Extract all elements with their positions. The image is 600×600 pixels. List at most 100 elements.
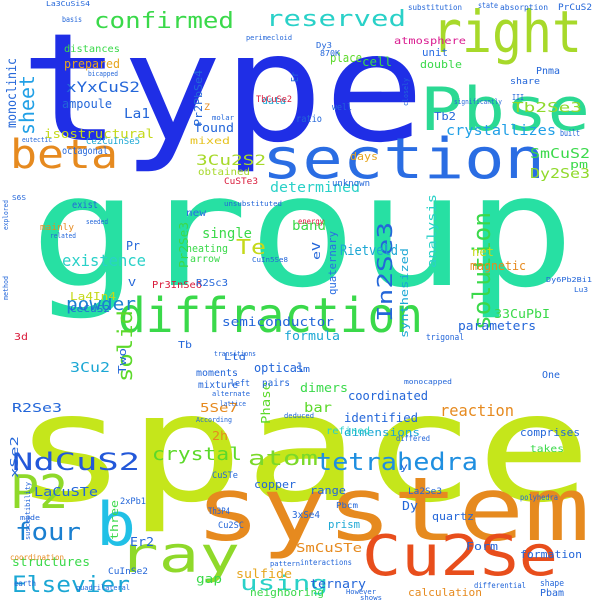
word: right <box>432 0 582 66</box>
word: using <box>240 571 328 595</box>
word: distances <box>64 44 120 55</box>
word: Two <box>116 348 129 374</box>
word: La3CuSiS4 <box>46 0 90 8</box>
word: Z <box>204 103 211 113</box>
word: mainly <box>40 223 75 233</box>
word: b <box>96 490 136 560</box>
word: S6S <box>12 194 26 202</box>
word: monocapped <box>404 378 452 386</box>
word: lattice <box>220 400 246 408</box>
word: ternary <box>310 577 366 591</box>
word: One <box>542 370 560 381</box>
word: magnetic <box>470 259 526 273</box>
word: band <box>292 219 326 234</box>
word: moments <box>196 368 238 379</box>
word: takes <box>530 444 564 455</box>
word: prism <box>328 518 360 531</box>
word: solid <box>113 310 137 382</box>
word: cell <box>362 55 392 69</box>
word: single <box>202 226 252 242</box>
word: differential <box>474 581 526 590</box>
word: 3Cu2 <box>70 361 110 376</box>
word: ray <box>118 526 240 584</box>
word: exist <box>72 200 98 211</box>
word: copper <box>254 478 296 491</box>
word: SmCuSTe <box>296 541 362 555</box>
word: range <box>310 484 346 497</box>
word: formula <box>284 329 340 343</box>
word: sulfide <box>236 567 292 581</box>
word: system <box>195 458 590 561</box>
word: PrCuS2 <box>558 3 592 13</box>
word: substitution <box>408 3 462 12</box>
word: dimensions <box>344 426 420 439</box>
word: R2Sc3 <box>196 278 228 289</box>
word: synthesized <box>398 248 411 338</box>
word: seeded <box>86 218 108 226</box>
word: P2 <box>10 465 68 519</box>
word: prepared <box>64 57 120 71</box>
word: Th3P4 <box>208 507 230 517</box>
word: According <box>196 416 232 424</box>
word: space <box>12 362 592 536</box>
word: coordination <box>10 553 64 562</box>
word: crystallizes <box>446 123 556 139</box>
word: 870K <box>320 49 340 58</box>
word: atom <box>248 446 318 470</box>
word: III <box>512 93 524 102</box>
word: made <box>20 514 40 522</box>
word: TbCuSe2 <box>256 95 292 105</box>
word: pm <box>570 158 589 171</box>
word: determined <box>270 180 360 196</box>
word: parameters <box>458 319 536 333</box>
word: susceptibility <box>24 482 32 540</box>
word: Tb <box>178 340 192 351</box>
word: reaction <box>440 401 514 420</box>
word: earth <box>14 579 36 588</box>
word: net <box>472 245 494 259</box>
word: CuSTe3 <box>224 177 258 187</box>
word: unit <box>422 46 448 59</box>
word: CuInSe2 <box>108 567 148 577</box>
word: deduced <box>284 412 314 420</box>
word: Pr2PbSe4 <box>192 70 205 126</box>
word: reserved <box>266 7 406 32</box>
word: Pr <box>126 239 140 253</box>
word: Tb2 <box>434 110 456 123</box>
word: bar <box>304 401 332 416</box>
word: days <box>350 150 378 163</box>
word: eutectic <box>22 136 52 144</box>
word: differed <box>396 434 430 443</box>
word: crystal <box>152 444 242 465</box>
word: section <box>262 127 545 192</box>
word: Ltd <box>224 352 246 363</box>
word: ampoule <box>62 97 112 111</box>
word: eV <box>310 241 323 260</box>
word: interactions <box>300 558 352 567</box>
word: octagonal <box>62 146 108 157</box>
word: Dy6Pb2Bi1 <box>546 276 592 284</box>
word: Lu3 <box>574 286 588 294</box>
word: isostructural <box>44 127 154 141</box>
word: solution <box>468 212 496 330</box>
word: four <box>15 518 81 546</box>
word: unknown <box>332 179 370 189</box>
word: V <box>128 278 136 289</box>
word: perimecloid <box>246 34 292 42</box>
word: transitions <box>214 350 256 358</box>
word: mixture <box>198 380 238 391</box>
word: group <box>30 141 575 322</box>
word: obtained <box>198 167 250 178</box>
word: confirmed <box>94 9 234 34</box>
word: share <box>510 77 540 87</box>
word: Tb2Se3 <box>512 101 582 116</box>
word: built <box>560 129 580 139</box>
word: Dy3 <box>316 41 332 50</box>
word: state <box>478 1 498 10</box>
word: y <box>400 462 408 473</box>
word: 3Cu2S2 <box>196 153 266 169</box>
word: Sm <box>296 365 310 375</box>
word: data <box>262 96 286 107</box>
